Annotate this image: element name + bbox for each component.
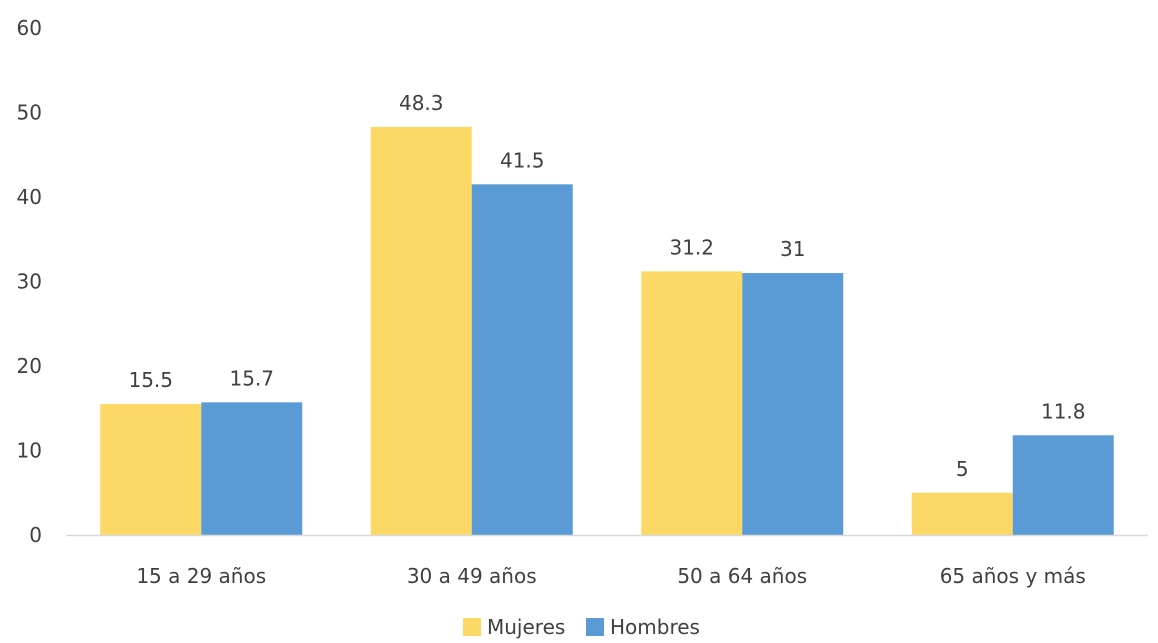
- data-label: 5: [956, 457, 969, 481]
- y-tick-label: 50: [17, 101, 42, 125]
- data-label: 15.7: [229, 366, 274, 390]
- x-axis-ticks: 15 a 29 años 30 a 49 años 50 a 64 años 65 a…: [136, 564, 1085, 588]
- y-tick-label: 10: [17, 439, 42, 463]
- bar-mujeres-0: [100, 404, 202, 535]
- legend-label-mujeres: Mujeres: [487, 615, 565, 639]
- y-tick-label: 60: [17, 16, 42, 40]
- y-tick-label: 30: [17, 270, 42, 294]
- bars-group: [100, 126, 1114, 536]
- bar-mujeres-2: [641, 271, 743, 535]
- bar-hombres-3: [1012, 435, 1114, 535]
- y-tick-label: 40: [17, 185, 42, 209]
- legend-label-hombres: Hombres: [610, 615, 700, 639]
- legend-swatch-mujeres: [463, 618, 481, 636]
- y-tick-label: 0: [29, 523, 42, 547]
- x-tick-label: 15 a 29 años: [136, 564, 266, 588]
- y-tick-label: 20: [17, 354, 42, 378]
- bar-mujeres-1: [370, 126, 472, 536]
- legend: Mujeres Hombres: [463, 615, 700, 639]
- data-label: 31: [780, 237, 805, 261]
- x-tick-label: 50 a 64 años: [677, 564, 807, 588]
- x-tick-label: 30 a 49 años: [407, 564, 537, 588]
- data-label: 41.5: [500, 148, 545, 172]
- legend-swatch-hombres: [586, 618, 604, 636]
- data-label: 31.2: [669, 235, 714, 259]
- x-tick-label: 65 años y más: [940, 564, 1086, 588]
- bar-hombres-2: [742, 273, 844, 535]
- data-label: 48.3: [399, 91, 444, 115]
- data-label: 15.5: [128, 368, 173, 392]
- y-axis-ticks: 0 10 20 30 40 50 60: [17, 16, 42, 547]
- bar-hombres-1: [471, 184, 573, 535]
- bar-mujeres-3: [911, 492, 1013, 535]
- bar-hombres-0: [201, 402, 303, 535]
- data-label: 11.8: [1041, 399, 1086, 423]
- data-labels-group: 15.5 15.7 48.3 41.5 31.2 31 5 11.8: [128, 91, 1085, 481]
